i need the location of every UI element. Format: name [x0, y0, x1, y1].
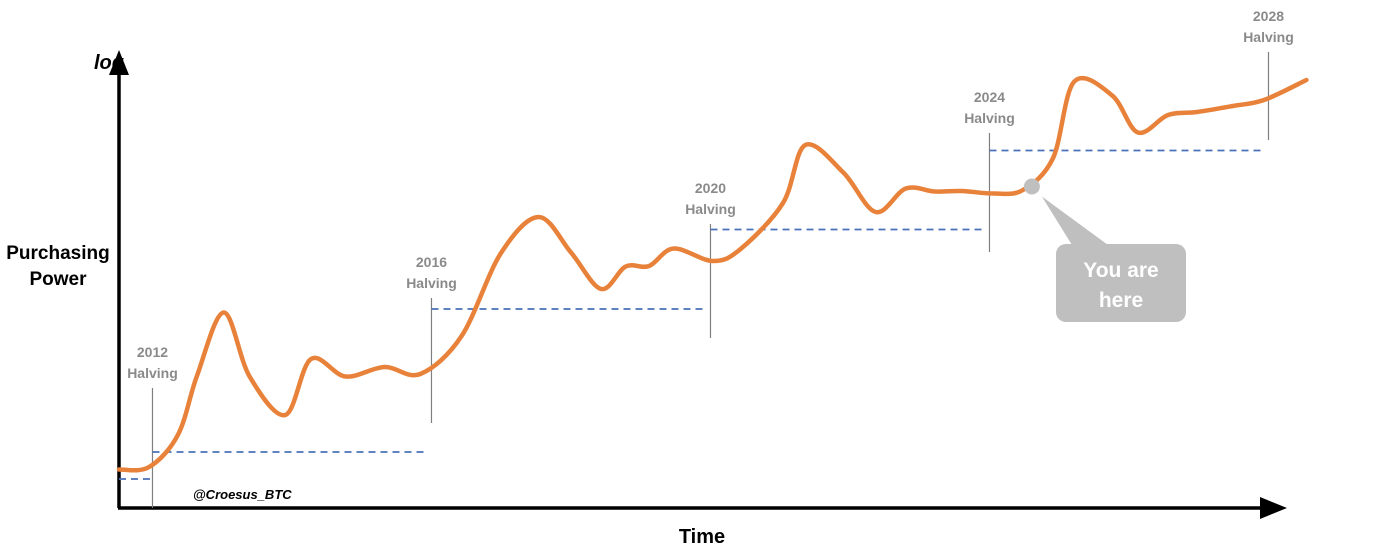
halving-word-2016: Halving	[406, 275, 457, 291]
axes	[109, 50, 1287, 519]
you-are-here-group: You are here	[1023, 178, 1186, 322]
y-axis-top-label: log	[94, 52, 124, 74]
you-are-here-marker	[1023, 178, 1040, 195]
halving-group: 2012 Halving 2016 Halving 2020 Halving 2024 Hal…	[127, 8, 1294, 508]
you-are-here-text-1: You are	[1083, 259, 1158, 282]
purchasing-power-curve	[116, 75, 1309, 473]
you-are-here-bubble	[1056, 244, 1186, 322]
y-axis-label-line-1: Purchasing	[6, 243, 109, 264]
halving-word-2024: Halving	[964, 110, 1015, 126]
halving-word-2020: Halving	[685, 201, 736, 217]
x-axis-label: Time	[679, 526, 725, 548]
halving-year-2016: 2016	[416, 254, 447, 270]
bubble-pointer	[1041, 196, 1108, 245]
credit-text: @Croesus_BTC	[193, 487, 292, 502]
halving-year-2024: 2024	[974, 89, 1005, 105]
x-axis-arrow-icon	[1260, 497, 1287, 519]
halving-year-2020: 2020	[695, 180, 726, 196]
halving-year-2012: 2012	[137, 344, 168, 360]
y-axis-arrow-icon	[109, 50, 129, 75]
halving-word-2028: Halving	[1243, 29, 1294, 45]
you-are-here-text-2: here	[1099, 289, 1143, 312]
dashed-levels	[119, 149, 1261, 480]
halving-word-2012: Halving	[127, 365, 178, 381]
halving-year-2028: 2028	[1253, 8, 1284, 24]
y-axis-label-line-2: Power	[29, 269, 87, 290]
